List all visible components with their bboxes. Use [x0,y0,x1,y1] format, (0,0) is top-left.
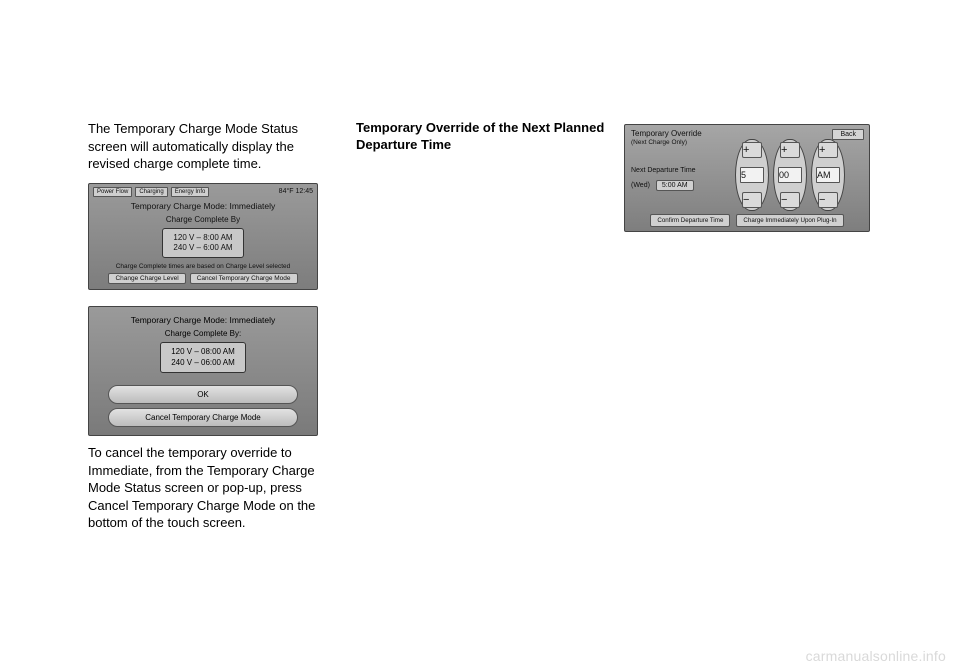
minute-minus-button[interactable]: − [780,192,800,208]
column-3: Temporary Override (Next Charge Only) Ba… [624,120,874,620]
override-heading: Temporary Override of the Next Planned D… [356,120,606,154]
charge-immediately-button[interactable]: Charge Immediately Upon Plug-In [736,214,843,227]
next-departure-block: Next Departure Time (Wed) 5:00 AM [631,167,696,191]
departure-time: 5:00 AM [656,180,694,191]
cancel-temp-mode-button-2[interactable]: Cancel Temporary Charge Mode [108,408,299,427]
ampm-plus-button[interactable]: + [818,142,838,158]
cancel-temp-mode-button[interactable]: Cancel Temporary Charge Mode [190,273,298,284]
ampm-minus-button[interactable]: − [818,192,838,208]
screen2-times-box: 120 V – 08:00 AM 240 V – 06:00 AM [160,342,246,373]
override-bottom-buttons: Confirm Departure Time Charge Immediatel… [625,214,869,227]
hour-spinner: + 5 − [735,139,769,211]
column-1: The Temporary Charge Mode Status screen … [88,120,338,620]
override-title: Temporary Override [631,129,702,139]
screen1-title: Temporary Charge Mode: Immediately [89,201,317,211]
hour-value: 5 [740,167,764,183]
minute-plus-button[interactable]: + [780,142,800,158]
screen2-120v: 120 V – 08:00 AM [171,347,235,357]
ok-button[interactable]: OK [108,385,299,404]
screen1-bottom-buttons: Change Charge Level Cancel Temporary Cha… [89,273,317,284]
override-subtitle: (Next Charge Only) [631,139,702,147]
power-flow-button[interactable]: Power Flow [93,187,132,197]
time-spinners: + 5 − + 00 − + AM − [735,139,845,211]
screen-topbar: Power Flow Charging Energy Info 84°F 12:… [89,184,317,199]
page-content: The Temporary Charge Mode Status screen … [88,120,888,620]
change-charge-level-button[interactable]: Change Charge Level [108,273,185,284]
column-2: Temporary Override of the Next Planned D… [356,120,606,620]
charge-120v: 120 V – 8:00 AM [173,233,232,243]
temporary-override-screen: Temporary Override (Next Charge Only) Ba… [624,124,870,232]
charge-complete-label: Charge Complete By [89,215,317,224]
hour-plus-button[interactable]: + [742,142,762,158]
topbar-buttons: Power Flow Charging Energy Info [93,187,209,197]
intro-text: The Temporary Charge Mode Status screen … [88,120,338,173]
override-title-block: Temporary Override (Next Charge Only) [631,129,702,146]
next-departure-label: Next Departure Time [631,167,696,174]
temp-clock: 84°F 12:45 [279,188,313,195]
ampm-spinner: + AM − [811,139,845,211]
watermark: carmanualsonline.info [806,648,946,664]
departure-day: (Wed) [631,182,650,189]
confirm-departure-button[interactable]: Confirm Departure Time [650,214,730,227]
charge-status-screen: Power Flow Charging Energy Info 84°F 12:… [88,183,318,291]
charge-times-box: 120 V – 8:00 AM 240 V – 6:00 AM [162,228,243,259]
charge-popup-screen: Temporary Charge Mode: Immediately Charg… [88,306,318,436]
hour-minus-button[interactable]: − [742,192,762,208]
ampm-value: AM [816,167,840,183]
charging-button[interactable]: Charging [135,187,167,197]
minute-value: 00 [778,167,802,183]
minute-spinner: + 00 − [773,139,807,211]
outro-text: To cancel the temporary override to Imme… [88,444,338,532]
fine-print: Charge Complete times are based on Charg… [89,263,317,270]
screen2-label: Charge Complete By: [97,329,309,338]
charge-240v: 240 V – 6:00 AM [173,243,232,253]
screen2-240v: 240 V – 06:00 AM [171,358,235,368]
energy-info-button[interactable]: Energy Info [171,187,210,197]
screen2-title: Temporary Charge Mode: Immediately [97,315,309,325]
